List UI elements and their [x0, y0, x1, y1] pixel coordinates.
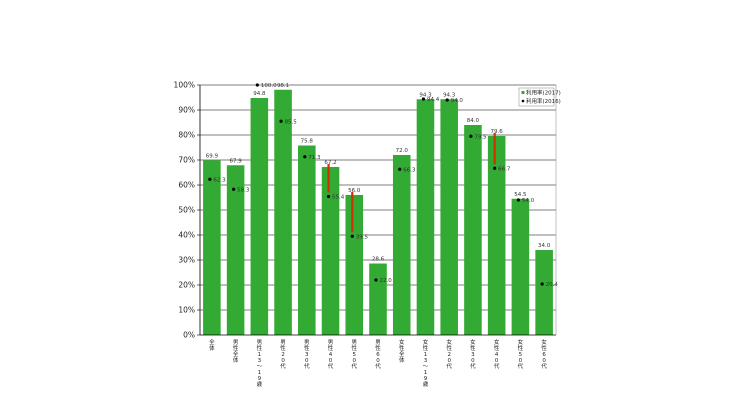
legend-marker-icon: [521, 99, 525, 103]
y-tick-label: 30%: [178, 256, 195, 265]
bar: [511, 198, 530, 335]
bar: [203, 160, 221, 335]
marker-dot-icon: [255, 83, 259, 87]
legend-label-2017: 利用率(2017): [526, 89, 561, 97]
marker-dot-icon: [350, 234, 354, 238]
y-tick-label: 100%: [174, 81, 195, 90]
marker-value-label: 85.5: [285, 119, 298, 125]
x-axis-label: 男性全体: [233, 339, 239, 364]
bar: [464, 125, 482, 335]
marker-value-label: 62.3: [213, 177, 226, 183]
y-axis-ticks: 0% 10% 20% 30% 40% 50% 60% 70% 80% 90% 100%: [174, 81, 195, 340]
marker-value-label: 55.4: [332, 195, 345, 201]
legend-box: [518, 87, 555, 107]
marker-dot-icon: [279, 119, 283, 123]
marker-value-label: 71.3: [308, 155, 321, 161]
bar: [392, 155, 411, 335]
bar-value-label: 54.5: [514, 192, 527, 198]
bar: [440, 99, 458, 335]
bar-value-label: 94.3: [419, 92, 432, 98]
x-axis-label: 女性 5 0 代: [518, 338, 524, 370]
bar-value-label: 84.0: [467, 118, 480, 124]
marker-dot-icon: [374, 278, 378, 282]
bars-2017: 69.9 67.9 94.8 98.1 75.8 67.2 56.0 28.6 72.0 94.3…: [203, 83, 553, 335]
y-tick-label: 20%: [178, 281, 195, 290]
bar-value-label: 34.0: [538, 243, 551, 249]
marker-dot-icon: [445, 98, 449, 102]
x-axis-label: 男性 2 0 代: [280, 339, 286, 370]
marker-value-label: 66.7: [498, 166, 511, 172]
x-axis-label: 男性 4 0 代: [328, 339, 334, 370]
x-axis-label: 女性 6 0 代: [541, 338, 547, 370]
x-axis-label: 女性 3 0 代: [470, 338, 476, 370]
legend-label-2016: 利用率(2016): [526, 97, 561, 105]
x-axis-label: 全体: [209, 338, 215, 352]
marker-dot-icon: [469, 134, 473, 138]
y-tick-label: 10%: [178, 306, 195, 315]
bar: [345, 195, 364, 335]
marker-dot-icon: [232, 187, 236, 191]
bar-value-label: 67.2: [324, 160, 336, 166]
marker-value-label: 100.0: [261, 83, 277, 89]
bar-value-label: 69.9: [206, 153, 219, 159]
y-tick-label: 90%: [178, 106, 195, 115]
bar-value-label: 75.8: [301, 139, 314, 145]
y-tick-label: 80%: [178, 131, 195, 140]
bar-value-label: 56.0: [348, 188, 361, 194]
marker-value-label: 20.4: [546, 282, 559, 288]
y-tick-label: 0%: [183, 331, 195, 340]
y-tick-label: 40%: [178, 231, 195, 240]
legend-bar-swatch-icon: [521, 91, 525, 94]
bar: [250, 98, 269, 335]
bar-value-label: 67.9: [229, 158, 242, 164]
bar-value-label: 28.6: [372, 257, 385, 263]
marker-dot-icon: [303, 155, 307, 159]
x-axis-label: 女性 1 3 〜 1 9 歳: [423, 338, 429, 388]
x-axis-labels: 全体 男性全体 男性 1 3 〜 1 9 歳 男性 2 0 代 男性 3 0 代 男性 4 0 代 男性 5 0 代 男性 6 0 代 女…: [209, 338, 547, 388]
x-axis-label: 男性 5 0 代: [352, 339, 358, 370]
bar-value-label: 94.3: [443, 92, 456, 98]
marker-dot-icon: [540, 282, 544, 286]
y-tick-label: 70%: [178, 156, 195, 165]
bar: [416, 99, 435, 335]
decline-annotations: [327, 133, 496, 233]
markers-2016: 62.3 58.3 100.0 85.5 71.3 55.4 39.5 22.0 66.3 94.…: [208, 83, 558, 288]
bar: [226, 165, 245, 335]
bar: [535, 250, 553, 335]
x-axis-label: 男性 6 0 代: [375, 339, 381, 370]
legend: 利用率(2017) 利用率(2016): [518, 87, 561, 107]
y-tick-label: 50%: [178, 206, 195, 215]
bar: [274, 89, 292, 335]
bar-value-label: 79.6: [491, 129, 504, 135]
bar: [369, 263, 387, 335]
bar: [321, 167, 340, 335]
y-tick-label: 60%: [178, 181, 195, 190]
x-axis-label: 男性 3 0 代: [304, 339, 310, 370]
marker-dot-icon: [516, 198, 521, 202]
marker-value-label: 94.0: [451, 98, 464, 104]
marker-value-label: 39.5: [356, 234, 369, 240]
marker-dot-icon: [326, 194, 331, 199]
marker-value-label: 54.0: [522, 198, 535, 204]
marker-dot-icon: [493, 166, 497, 170]
bar-value-label: 94.8: [253, 91, 266, 97]
marker-dot-icon: [398, 167, 402, 171]
marker-value-label: 22.0: [380, 278, 393, 284]
marker-value-label: 79.5: [474, 134, 487, 140]
marker-dot-icon: [421, 97, 426, 101]
bar: [298, 145, 316, 335]
marker-value-label: 94.4: [427, 97, 440, 103]
bar: [487, 136, 506, 335]
marker-dot-icon: [208, 177, 212, 181]
bar-value-label: 98.1: [277, 83, 289, 89]
marker-value-label: 58.3: [237, 187, 250, 193]
x-axis-label: 男性 1 3 〜 1 9 歳: [257, 339, 263, 388]
marker-value-label: 66.3: [403, 167, 416, 173]
x-axis-label: 女性 2 0 代: [446, 338, 452, 370]
x-axis-label: 女性 4 0 代: [494, 338, 500, 370]
x-axis-label: 女性全体: [399, 338, 405, 364]
bar-value-label: 72.0: [396, 148, 409, 154]
